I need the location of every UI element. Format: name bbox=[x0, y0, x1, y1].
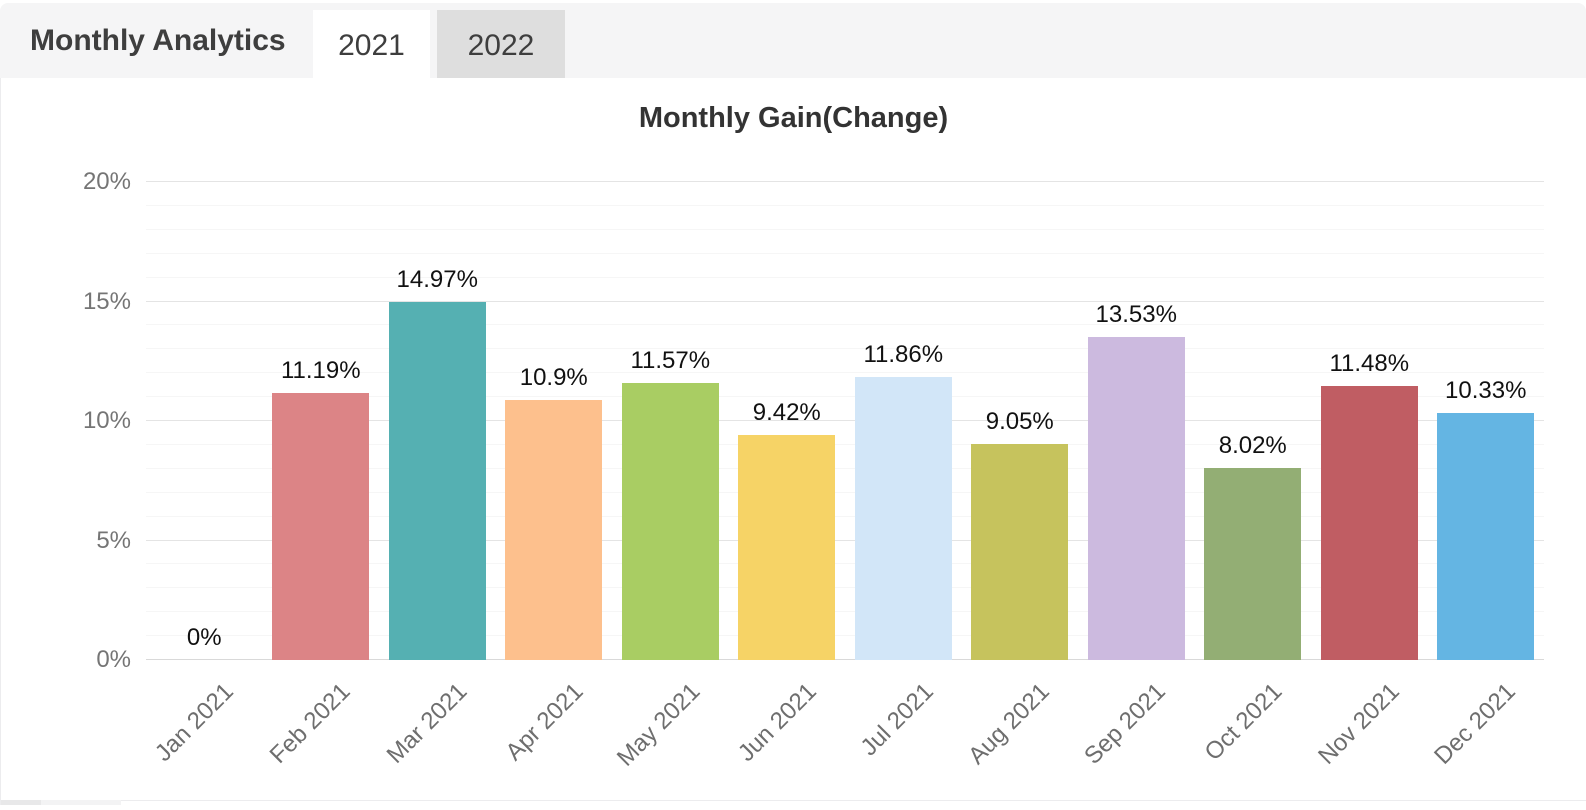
bar-value-label: 11.86% bbox=[863, 340, 944, 368]
x-axis-tick-label: May 2021 bbox=[611, 678, 706, 772]
bar-may-2021[interactable] bbox=[621, 383, 719, 660]
gridline bbox=[146, 587, 1544, 589]
bar-value-label: 9.05% bbox=[985, 407, 1054, 435]
bar-value-label: 10.9% bbox=[519, 363, 588, 391]
gridline bbox=[146, 396, 1544, 398]
bar-value-label: 8.02% bbox=[1218, 432, 1287, 460]
gridline bbox=[146, 300, 1544, 302]
x-axis-tick-label: Dec 2021 bbox=[1429, 678, 1521, 770]
gridline bbox=[146, 324, 1544, 326]
tab-2021[interactable]: 2021 bbox=[313, 10, 430, 81]
y-axis-tick-label: 10% bbox=[82, 407, 131, 434]
scrollbar-corner bbox=[1, 800, 41, 805]
bar-nov-2021[interactable] bbox=[1320, 385, 1418, 660]
panel-title: Monthly Analytics bbox=[30, 24, 286, 57]
x-axis-tick-label: Feb 2021 bbox=[265, 678, 356, 769]
y-axis-tick-label: 0% bbox=[96, 646, 131, 673]
y-axis-tick-label: 15% bbox=[82, 287, 131, 315]
bar-value-label: 9.42% bbox=[752, 398, 821, 426]
x-axis-tick-label: Mar 2021 bbox=[381, 678, 473, 769]
x-axis-tick-label: Jan 2021 bbox=[150, 678, 240, 767]
gridline bbox=[146, 443, 1544, 445]
x-axis: Jan 2021 Feb 2021 Mar 2021 Apr 2021 May 2021… bbox=[146, 660, 1544, 790]
y-axis: 0% 5% 10% 15% 20% bbox=[1, 168, 131, 673]
gridline bbox=[146, 611, 1544, 613]
bar-jul-2021[interactable] bbox=[854, 376, 952, 660]
x-axis-tick-label: Apr 2021 bbox=[500, 678, 589, 766]
x-axis-tick-label: Jun 2021 bbox=[732, 678, 822, 767]
y-axis-tick-label: 20% bbox=[82, 168, 131, 195]
gridline bbox=[146, 348, 1544, 350]
bar-mar-2021[interactable] bbox=[388, 302, 486, 660]
gridline bbox=[146, 372, 1544, 374]
gridline bbox=[146, 539, 1544, 541]
gridline bbox=[146, 276, 1544, 278]
tab-2022[interactable]: 2022 bbox=[437, 10, 565, 81]
gridline bbox=[146, 420, 1544, 421]
gridline bbox=[146, 228, 1544, 230]
gridline bbox=[146, 491, 1544, 493]
gridline bbox=[146, 563, 1544, 565]
gridline bbox=[146, 181, 1544, 182]
gridline bbox=[146, 252, 1544, 254]
x-axis-tick-label: Oct 2021 bbox=[1199, 678, 1288, 766]
bar-value-label: 11.48% bbox=[1329, 349, 1410, 377]
bar-feb-2021[interactable] bbox=[272, 392, 370, 660]
bar-dec-2021[interactable] bbox=[1437, 413, 1535, 660]
gridline bbox=[146, 515, 1544, 517]
bar-value-label: 11.19% bbox=[280, 356, 361, 384]
bar-value-label: 13.53% bbox=[1095, 300, 1177, 328]
bar-chart-plot-area: 0% 11.19% 14.97% 10.9% 11.57% 9.42% 11.86% 9.05… bbox=[146, 181, 1544, 660]
bar-value-label: 0% bbox=[186, 624, 222, 651]
scrollbar-track bbox=[41, 800, 121, 805]
bar-apr-2021[interactable] bbox=[505, 399, 603, 660]
x-axis-tick-label: Aug 2021 bbox=[963, 678, 1055, 770]
gridline bbox=[146, 467, 1544, 469]
chart-card: Monthly Gain(Change) 0% 5% 10% 15% 20% 0% 11.… bbox=[0, 78, 1586, 805]
bar-value-label: 10.33% bbox=[1445, 377, 1527, 405]
card-bottom-border bbox=[1, 800, 1586, 801]
bar-oct-2021[interactable] bbox=[1204, 468, 1302, 660]
gridline bbox=[146, 204, 1544, 206]
bar-aug-2021[interactable] bbox=[971, 443, 1069, 660]
bar-jun-2021[interactable] bbox=[738, 434, 836, 660]
bar-value-label: 11.57% bbox=[630, 347, 711, 375]
header: Monthly Analytics 2021 2022 bbox=[0, 3, 1586, 81]
x-axis-tick-label: Jul 2021 bbox=[855, 678, 939, 762]
x-axis-tick-label: Sep 2021 bbox=[1079, 678, 1172, 770]
bar-sep-2021[interactable] bbox=[1087, 336, 1185, 660]
x-axis-tick-label: Nov 2021 bbox=[1312, 678, 1405, 770]
y-axis-tick-label: 5% bbox=[96, 526, 131, 554]
gridline bbox=[146, 635, 1544, 637]
chart-title: Monthly Gain(Change) bbox=[638, 102, 949, 134]
gridline bbox=[146, 659, 1544, 660]
bar-value-label: 14.97% bbox=[396, 266, 478, 294]
